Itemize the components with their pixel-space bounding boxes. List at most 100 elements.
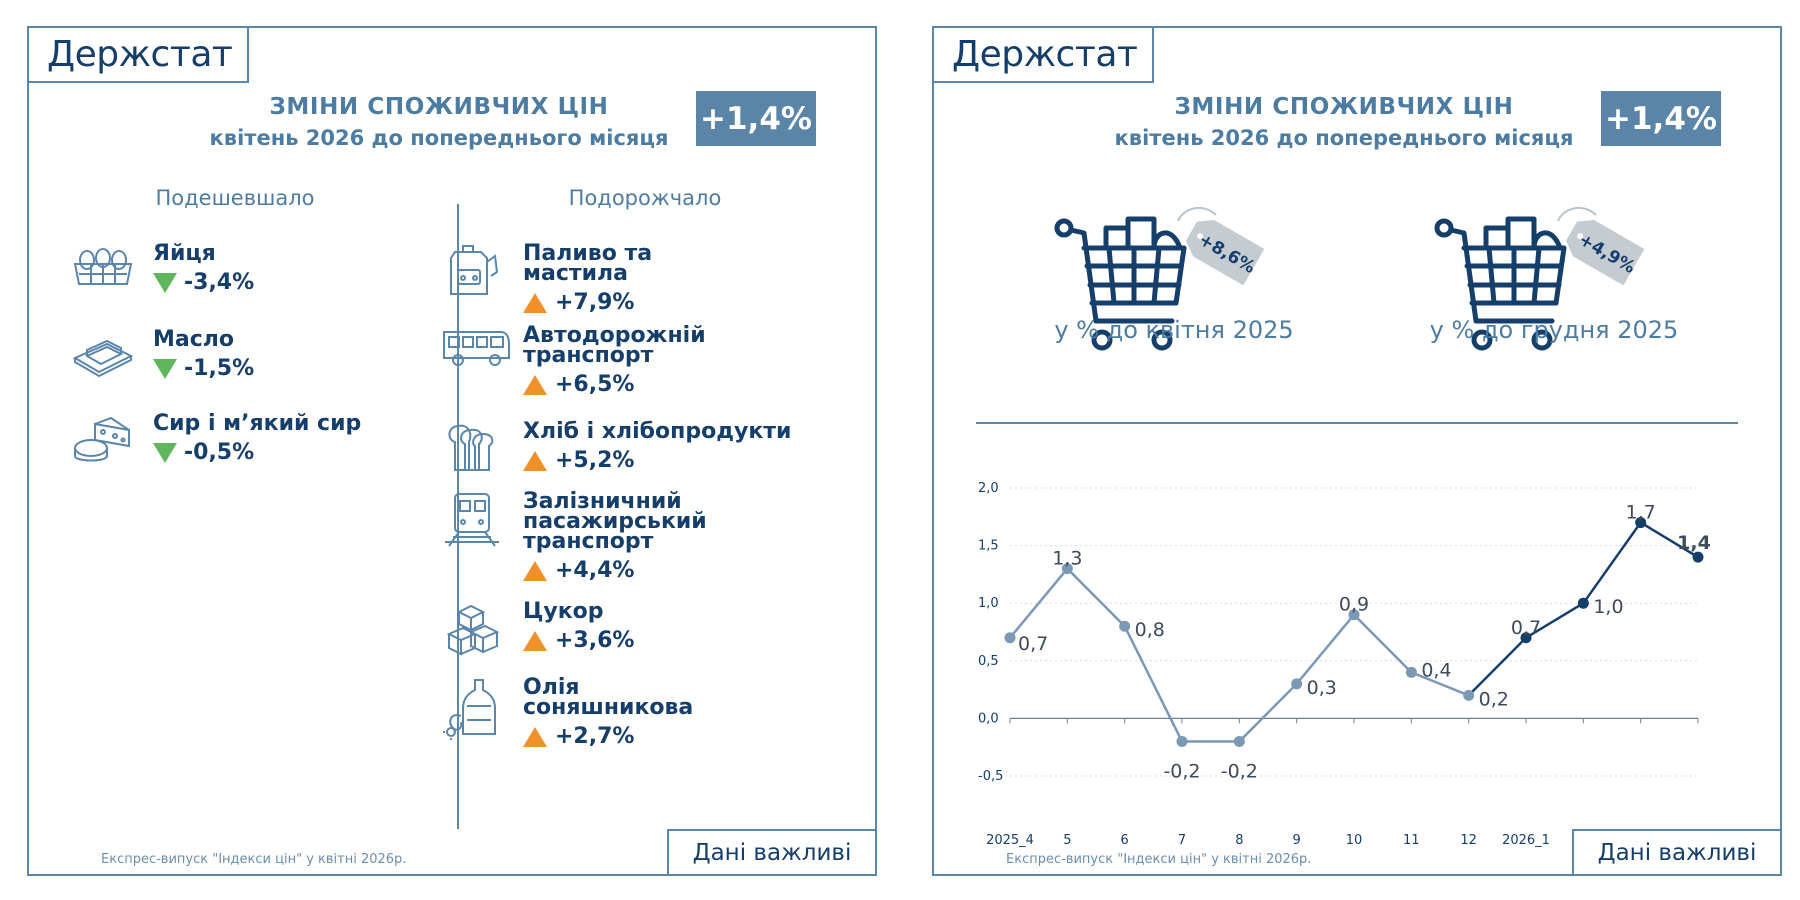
pricier-item-value-text: +7,9% [555, 290, 635, 315]
data-point [1291, 678, 1303, 690]
data-point [1061, 563, 1073, 575]
x-tick-label: 12 [1460, 833, 1477, 848]
header: ЗМІНИ СПОЖИВЧИХ ЦІН квітень 2026 до попе… [1084, 94, 1604, 150]
data-label: 1,0 [1593, 596, 1623, 618]
data-label: 0,7 [1511, 617, 1541, 639]
x-tick-label: 6 [1121, 833, 1129, 848]
pricier-item-value-text: +4,4% [555, 558, 635, 583]
x-tick-label: 2025_4 [986, 833, 1034, 848]
header: ЗМІНИ СПОЖИВЧИХ ЦІН квітень 2026 до попе… [179, 94, 699, 150]
butter-icon [71, 328, 135, 384]
increase-arrow-icon [523, 292, 547, 313]
cheaper-item-name: Масло [153, 327, 235, 352]
data-label: 0,4 [1421, 659, 1451, 681]
pricier-item-name: Олія [523, 675, 580, 700]
header-subtitle: квітень 2026 до попереднього місяця [1114, 126, 1574, 150]
train-icon [441, 490, 505, 552]
bus-icon [441, 324, 511, 372]
data-label: 0,2 [1479, 688, 1509, 710]
data-point [1520, 632, 1532, 644]
data-point [1635, 517, 1647, 529]
y-tick-label: -0,5 [978, 769, 1003, 784]
data-point [1176, 735, 1188, 747]
increase-arrow-icon [523, 630, 547, 651]
x-tick-label: 11 [1403, 833, 1420, 848]
header-subtitle: квітень 2026 до попереднього місяця [209, 126, 669, 150]
data-important-button[interactable]: Дані важливі [1572, 829, 1782, 876]
cpi-line-chart: 2,0 1,5 1,0 0,5 0,0 -0,5 2025_4 5 6 7 8 9 10 11 12 2026… [978, 481, 1711, 848]
cheaper-item-value-text: -0,5% [184, 440, 255, 465]
pricier-item-name: транспорт [523, 343, 654, 368]
cheaper-item-name: Сир і м’який сир [153, 411, 362, 436]
pricier-item-value: +6,5% [523, 372, 634, 397]
data-point [1004, 632, 1016, 644]
data-point [1233, 735, 1245, 747]
data-point [1463, 689, 1475, 701]
header-title: ЗМІНИ СПОЖИВЧИХ ЦІН [1174, 94, 1514, 120]
footer-source: Експрес-випуск "Індекси цін" у квітні 20… [1006, 852, 1312, 867]
cheaper-item-name: Яйця [153, 241, 216, 266]
y-tick-label: 2,0 [978, 481, 999, 496]
increase-arrow-icon [523, 726, 547, 747]
decrease-arrow-icon [153, 358, 177, 379]
data-label: 0,9 [1339, 594, 1369, 616]
y-tick-label: 1,5 [978, 539, 999, 554]
cart-december-icon: +4,9% [1434, 206, 1645, 351]
x-tick-label: 5 [1063, 833, 1071, 848]
brand-logo[interactable]: Держстат [27, 26, 249, 83]
data-label: 0,8 [1135, 619, 1165, 641]
bread-icon [441, 420, 505, 480]
pricier-item-value: +5,2% [523, 448, 634, 473]
data-label: 0,7 [1018, 633, 1048, 655]
data-important-button[interactable]: Дані важливі [667, 829, 877, 876]
decrease-arrow-icon [153, 272, 177, 293]
pricier-item-name: Паливо та [523, 241, 653, 266]
cart-year-caption: у % до квітня 2025 [1054, 316, 1294, 344]
header-title: ЗМІНИ СПОЖИВЧИХ ЦІН [269, 94, 609, 120]
cheaper-title: Подешевшало [155, 186, 315, 210]
cheaper-item-value-text: -1,5% [184, 356, 255, 381]
pricier-item-value-text: +5,2% [555, 448, 635, 473]
data-label: -0,2 [1163, 760, 1200, 782]
data-point [1405, 666, 1417, 678]
data-label: 1,7 [1626, 502, 1656, 524]
data-label: -0,2 [1221, 760, 1258, 782]
footer-source: Експрес-випуск "Індекси цін" у квітні 20… [101, 852, 407, 867]
data-point [1577, 597, 1589, 609]
cart-year-icon: +8,6% [1054, 206, 1265, 351]
cart-december-caption: у % до грудня 2025 [1429, 316, 1679, 344]
cheese-icon [71, 412, 135, 468]
increase-arrow-icon [523, 450, 547, 471]
x-tick-label: 10 [1346, 833, 1363, 848]
x-tick-label: 2026_1 [1502, 833, 1550, 848]
brand-name: Держстат [952, 34, 1138, 75]
sugar-cubes-icon [441, 600, 505, 660]
right-infographic-panel: Держстат ЗМІНИ СПОЖИВЧИХ ЦІН квітень 202… [932, 26, 1782, 876]
x-tick-label: 8 [1235, 833, 1243, 848]
data-point [1348, 609, 1360, 621]
pricier-item-value-text: +3,6% [555, 628, 635, 653]
section-divider [976, 422, 1738, 424]
brand-name: Держстат [47, 34, 233, 75]
cpi-badge: +1,4% [696, 91, 816, 146]
fuel-canister-icon [441, 242, 505, 302]
data-label: 0,3 [1307, 677, 1337, 699]
column-divider [457, 204, 459, 829]
pricier-item-value-text: +6,5% [555, 372, 635, 397]
data-label: 1,3 [1052, 548, 1082, 570]
x-tick-label: 7 [1178, 833, 1186, 848]
increase-arrow-icon [523, 374, 547, 395]
y-tick-label: 0,5 [978, 654, 999, 669]
y-tick-label: 1,0 [978, 596, 999, 611]
brand-logo[interactable]: Держстат [932, 26, 1154, 83]
pricier-item-value: +7,9% [523, 290, 634, 315]
increase-arrow-icon [523, 560, 547, 581]
pricier-item-name: Залізничний [523, 489, 682, 514]
cpi-badge: +1,4% [1601, 91, 1721, 146]
pricier-item-name: Автодорожній [523, 323, 706, 348]
data-point [1692, 551, 1704, 563]
data-point [1119, 620, 1131, 632]
y-tick-label: 0,0 [978, 711, 999, 726]
series-line-2025 [1009, 566, 1470, 743]
data-label: 1,4 [1677, 532, 1711, 554]
